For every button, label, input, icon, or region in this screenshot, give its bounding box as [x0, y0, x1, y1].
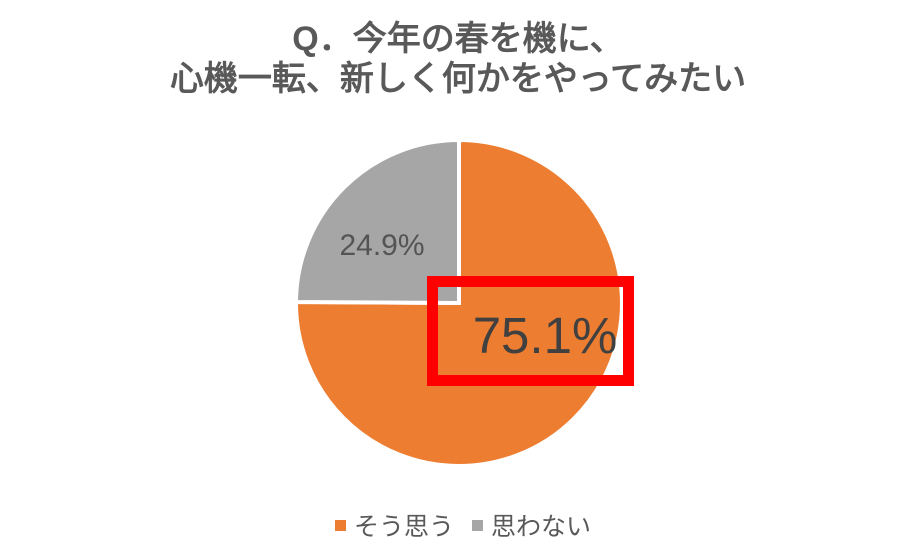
legend: そう思う 思わない [0, 507, 916, 543]
data-label-disagree: 24.9% [339, 229, 425, 262]
legend-label-agree: そう思う [353, 513, 454, 541]
highlight-rectangle [427, 276, 634, 386]
legend-item-disagree: 思わない [472, 507, 591, 543]
chart-title-line-2: 心機一転、新しく何かをやってみたい [169, 60, 747, 98]
chart-title: Q．今年の春を機に、 心機一転、新しく何かをやってみたい [0, 19, 916, 99]
legend-item-agree: そう思う [334, 507, 454, 543]
legend-swatch-agree-icon [334, 519, 346, 531]
legend-swatch-disagree-icon [472, 519, 483, 531]
data-label-agree: 75.1% [472, 307, 618, 364]
pie-slice-disagree [293, 137, 461, 306]
legend-label-disagree: 思わない [491, 513, 592, 541]
chart-title-line-1: Q．今年の春を機に、 [292, 20, 624, 58]
